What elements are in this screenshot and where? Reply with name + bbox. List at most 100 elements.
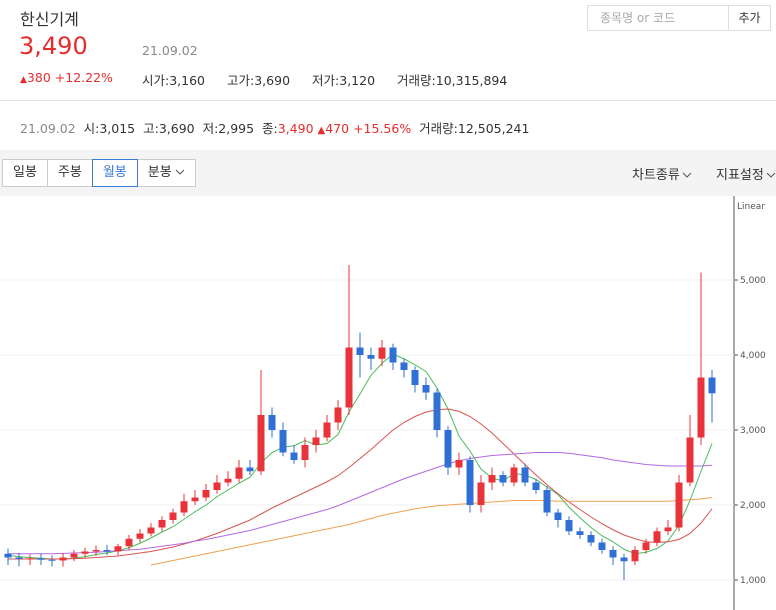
- candle-body: [411, 370, 419, 385]
- change-value: 380: [26, 70, 51, 85]
- tab-label: 월봉: [102, 165, 127, 180]
- detail-value: 3,015: [99, 121, 136, 136]
- stat-value: 3,690: [254, 73, 291, 88]
- candle-body: [345, 347, 353, 408]
- divider: [0, 100, 776, 101]
- candle-body: [334, 407, 342, 423]
- axis-label: Linear: [737, 202, 765, 212]
- moving-average: [7, 353, 713, 560]
- moving-average: [150, 497, 713, 566]
- candle-body: [59, 557, 67, 561]
- candle-body: [521, 467, 529, 483]
- detail-value: 3,490: [277, 121, 314, 136]
- detail-change: 470: [325, 121, 350, 136]
- candle-body: [15, 557, 23, 559]
- candle-body: [323, 422, 331, 438]
- candle-body: [697, 377, 705, 438]
- candle-body: [70, 553, 78, 558]
- candle-body: [147, 527, 155, 534]
- detail-label: 종:: [262, 121, 278, 136]
- candle-body: [290, 452, 298, 460]
- candle-body: [565, 520, 573, 532]
- menu-label[interactable]: 차트종류: [632, 168, 680, 183]
- candle-body: [37, 558, 45, 560]
- candle-body: [312, 437, 320, 445]
- candle-body: [675, 482, 683, 528]
- candle-body: [708, 377, 716, 394]
- stat-label: 거래량:: [397, 73, 436, 88]
- candle-body: [499, 475, 507, 483]
- candle-body: [477, 482, 485, 505]
- candle-body: [488, 475, 496, 483]
- stat-label: 시가:: [142, 73, 170, 88]
- candle-body: [510, 467, 518, 483]
- moving-average: [8, 452, 713, 555]
- stat-value: 3,160: [169, 73, 206, 88]
- candle-body: [213, 482, 221, 490]
- candle-body: [103, 550, 111, 552]
- detail-label: 저:: [202, 121, 219, 136]
- candle-body: [587, 535, 595, 543]
- candle-body: [642, 542, 650, 550]
- stat: 시가:3,160: [142, 73, 205, 88]
- candle-body: [4, 553, 12, 558]
- candle-body: [378, 347, 386, 359]
- detail-label: 거래량:: [419, 121, 458, 136]
- search-input[interactable]: 종목명 or 코드: [587, 5, 729, 31]
- candle-body: [202, 490, 210, 498]
- candle-body: [466, 460, 474, 505]
- stat-label: 저가:: [312, 73, 340, 88]
- candle-body: [191, 497, 199, 502]
- candle-body: [433, 392, 441, 430]
- candle-body: [620, 557, 628, 562]
- price: 3,490: [19, 32, 88, 60]
- detail-row: 21.09.02 시:3,015 고:3,690 저:2,995 종:3,490…: [20, 121, 530, 136]
- candle-body: [268, 415, 276, 430]
- stock-name: 한신기계: [20, 10, 79, 29]
- detail-date: 21.09.02: [20, 121, 76, 136]
- candle-body: [422, 385, 430, 393]
- date: 21.09.02: [142, 43, 198, 58]
- tab-label: 주봉: [57, 165, 82, 180]
- detail-value: 12,505,241: [457, 121, 530, 136]
- candle-body: [686, 437, 694, 483]
- stats: 시가:3,160 고가:3,690 저가:3,120 거래량:10,315,894: [142, 70, 529, 89]
- chevron: [682, 172, 692, 178]
- tab[interactable]: 월봉: [91, 159, 138, 187]
- candle-body: [26, 558, 34, 560]
- tab[interactable]: 일봉: [2, 159, 48, 187]
- change: ▲380 +12.22%: [20, 70, 113, 85]
- candle-body: [158, 520, 166, 528]
- chevron: [175, 169, 185, 175]
- candle-body: [114, 546, 122, 552]
- detail-label: 고:: [143, 121, 159, 136]
- y-tick-label: 2,000: [740, 501, 766, 511]
- candle-body: [532, 482, 540, 490]
- candle-body: [664, 527, 672, 532]
- candle-body: [279, 430, 287, 453]
- candle-body: [598, 542, 606, 550]
- detail-value: 2,995: [218, 121, 255, 136]
- candle-body: [257, 415, 265, 472]
- add-button[interactable]: 추가: [729, 5, 771, 31]
- stat-value: 10,315,894: [435, 73, 508, 88]
- tab-label: 분봉: [147, 165, 172, 180]
- candle-body: [576, 531, 584, 535]
- menu[interactable]: 차트종류: [632, 164, 692, 183]
- menu[interactable]: 지표설정: [716, 164, 776, 183]
- candle-body: [653, 531, 661, 543]
- candle-body: [224, 478, 232, 483]
- candle-body: [444, 430, 452, 468]
- candle-body: [180, 501, 188, 513]
- y-tick-label: 1,000: [740, 576, 766, 586]
- candle-body: [554, 512, 562, 520]
- tab[interactable]: 주봉: [46, 159, 93, 187]
- candle-body: [125, 538, 133, 547]
- candle-body: [543, 490, 551, 513]
- tabs: 일봉 주봉 월봉 분봉: [2, 159, 196, 187]
- tab[interactable]: 분봉: [136, 159, 196, 187]
- candle-body: [246, 467, 254, 472]
- menu-label[interactable]: 지표설정: [716, 168, 764, 183]
